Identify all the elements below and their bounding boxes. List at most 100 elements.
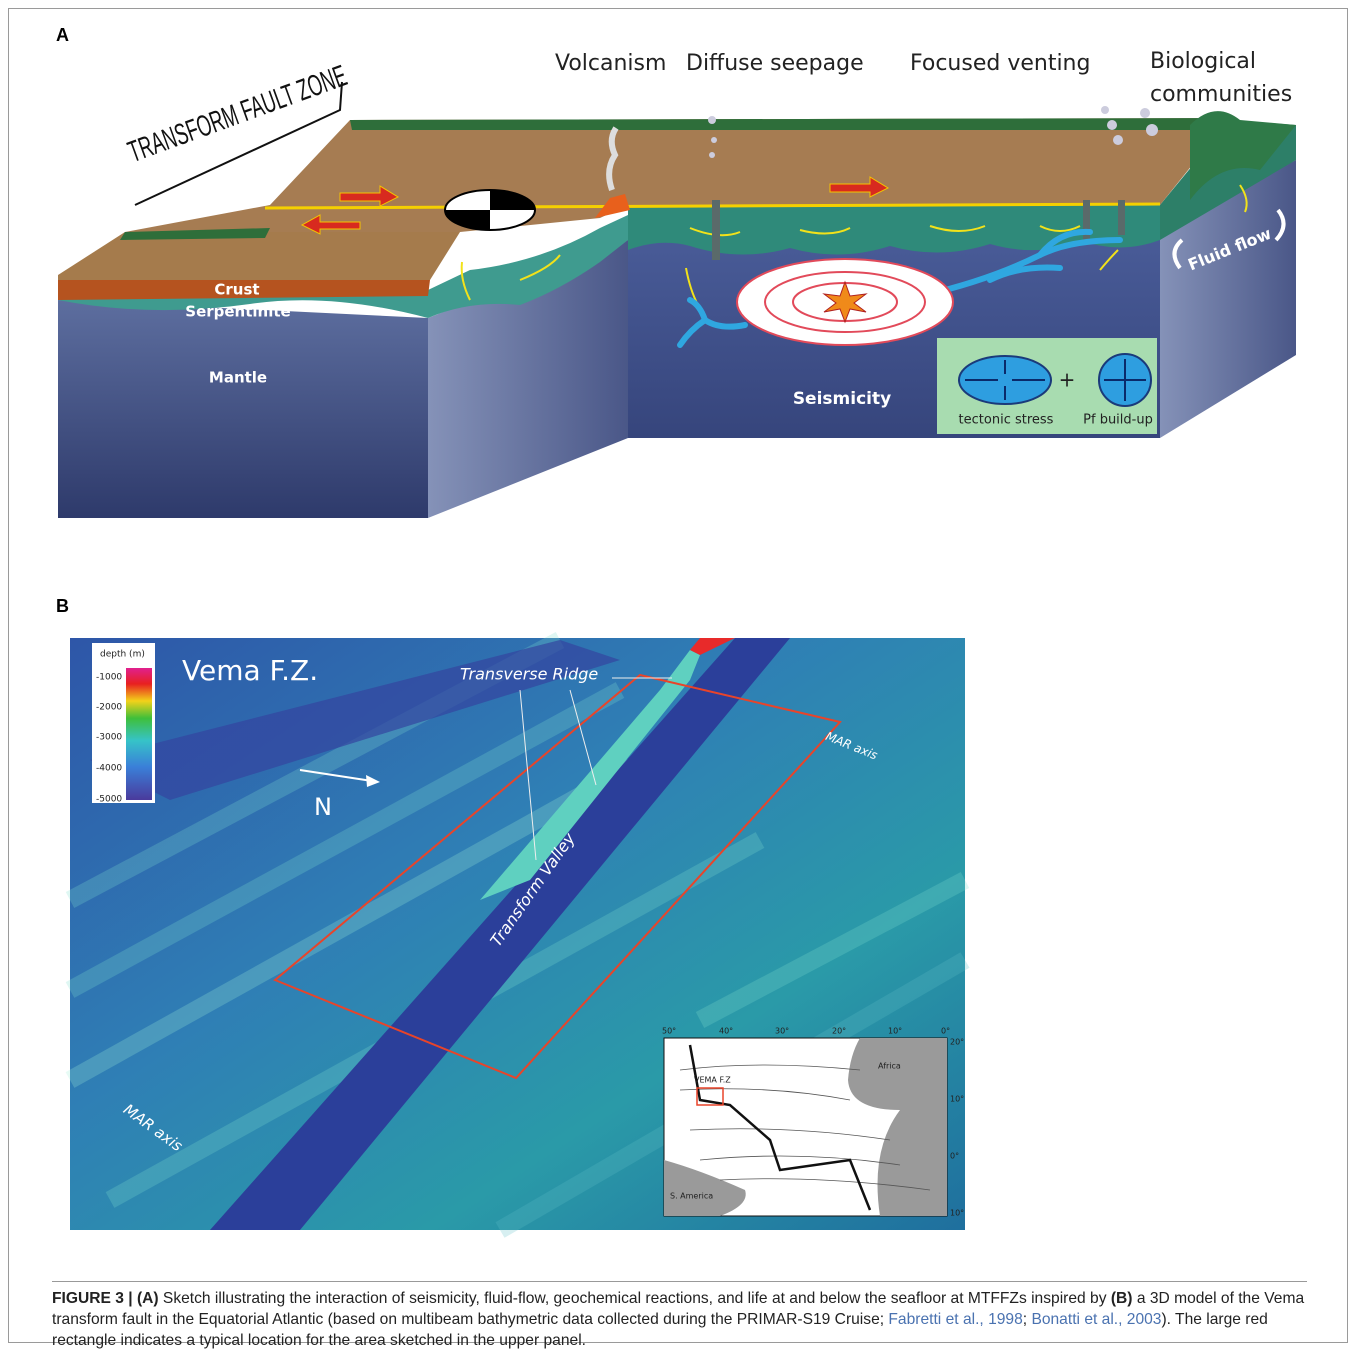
layer-label: Crust	[214, 281, 259, 299]
lon-tick: 0°	[941, 1027, 950, 1036]
fluid-channels	[687, 297, 708, 323]
mantle-side	[1160, 160, 1296, 438]
crust-edge	[58, 280, 430, 300]
process-label: Focused venting	[910, 51, 1090, 76]
plus-sign: +	[1059, 368, 1076, 392]
inset-box	[696, 1087, 724, 1106]
colorbar-tick: -5000	[96, 795, 122, 805]
lon-tick: 30°	[775, 1027, 789, 1036]
lon-tick: 50°	[662, 1027, 676, 1036]
annotation: Transverse Ridge	[460, 665, 598, 684]
seafloor-fabric	[65, 682, 625, 998]
transverse-ridge	[480, 650, 700, 900]
lat-tick: 10°	[950, 1095, 964, 1104]
stress-label: tectonic stress	[959, 413, 1054, 428]
figure-frame	[8, 8, 1348, 1343]
map-label: S. America	[670, 1192, 713, 1201]
serpentinite	[628, 205, 1160, 255]
lon-tick: 40°	[719, 1027, 733, 1036]
citation-link[interactable]: Bonatti et al., 2003	[1031, 1311, 1162, 1328]
lat-tick: 10°	[950, 1209, 964, 1218]
plume	[606, 126, 619, 191]
figure: A Volcani	[56, 25, 1296, 1238]
colorbar-tick: -3000	[96, 733, 122, 743]
stress-arrows	[965, 359, 1146, 401]
fluid-arrows	[1039, 225, 1081, 232]
caption-text: (B)	[1110, 1290, 1133, 1307]
conduit	[712, 200, 720, 260]
layer-label: Serpentinite	[185, 303, 290, 321]
process-label: Diffuse seepage	[686, 51, 864, 76]
north-arrow	[299, 769, 373, 782]
flow-arrows	[1172, 208, 1286, 270]
volcano	[595, 194, 630, 218]
bubbles	[1113, 135, 1123, 145]
bubbles	[1101, 106, 1109, 114]
section-title: TRANSFORM FAULT ZONE	[124, 59, 351, 169]
bubbles	[711, 137, 717, 143]
figure: tectonic stress + Pf build-up	[959, 368, 1153, 428]
land	[848, 1038, 947, 1216]
fluid-arrows	[799, 227, 851, 235]
lat-tick: 0°	[950, 1152, 959, 1161]
fluid-channels	[987, 264, 1063, 283]
serpentinite	[428, 215, 628, 318]
bubbles	[1146, 124, 1158, 136]
bubbles	[1107, 120, 1117, 130]
lon-tick: 20°	[832, 1027, 846, 1036]
stress-label: Pf build-up	[1083, 413, 1153, 428]
crust-surface	[58, 232, 460, 280]
colorbar-tick: -4000	[96, 764, 122, 774]
figure: 50° 40° 30° 20° 10° 0° 20° 10° 0° 10° VE…	[662, 1027, 964, 1218]
ridge	[1190, 111, 1296, 200]
fracture-zones	[719, 1178, 931, 1191]
caption-rule	[52, 1281, 1307, 1282]
leader-lines	[569, 689, 597, 786]
stress-ellipse	[958, 355, 1052, 405]
conduit	[1083, 200, 1090, 245]
seismicity-label: Seismicity	[793, 389, 891, 409]
fluid-arrows	[1239, 184, 1248, 213]
panel-label: A	[56, 25, 69, 45]
caption-text: ;	[1022, 1311, 1032, 1328]
colorbar	[126, 668, 152, 800]
map-label: Africa	[878, 1062, 901, 1071]
slip-arrow	[829, 176, 890, 198]
fracture-zones	[679, 1088, 851, 1101]
citation-link[interactable]: Fabretti et al., 1998	[888, 1311, 1023, 1328]
map-title: Vema F.Z.	[182, 654, 318, 687]
lon-tick: 10°	[888, 1027, 902, 1036]
north-arrow	[366, 775, 380, 787]
fluid-arrows	[460, 261, 471, 301]
seafloor-fabric	[695, 872, 970, 1028]
study-area	[273, 673, 842, 1080]
seafloor-cover	[350, 118, 1230, 130]
mantle-front	[58, 300, 428, 518]
caption-text: a 3D model of the Vema transform fault i…	[52, 1290, 1309, 1328]
fluid-arrows	[519, 254, 561, 281]
colorbar-tick: -1000	[96, 673, 122, 683]
fracture-zones	[679, 1064, 861, 1071]
title-bracket	[134, 81, 343, 206]
process-label: Biological	[1150, 49, 1256, 74]
trough	[90, 640, 620, 800]
conduit	[1118, 200, 1125, 235]
bubbles	[1140, 108, 1150, 118]
leader-lines	[519, 677, 672, 861]
transform-valley	[210, 638, 790, 1230]
slip-arrow	[300, 214, 361, 235]
ridge-summit	[690, 638, 735, 655]
caption-text: ). The large red rectangle indicates a t…	[52, 1311, 1273, 1349]
map-label: VEMA F.Z	[694, 1076, 731, 1085]
ridge-axis	[688, 1044, 872, 1211]
caption-text: FIGURE 3 | (A)	[52, 1290, 159, 1307]
panel-label: B	[56, 596, 69, 616]
fracture-zones	[689, 1128, 891, 1141]
fluid-channels	[1037, 228, 1093, 258]
land	[664, 1160, 746, 1216]
mantle-side	[428, 240, 628, 518]
caption-text: Sketch illustrating the interaction of s…	[158, 1290, 1111, 1307]
fluid-channels	[677, 228, 1123, 348]
colorbar-title: depth (m)	[100, 650, 145, 660]
